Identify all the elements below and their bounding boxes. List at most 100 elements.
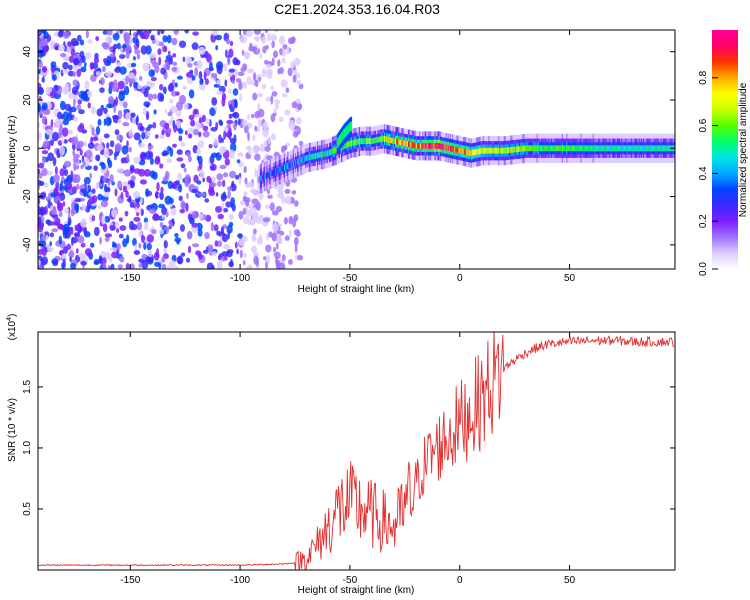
noise-speckle	[258, 76, 261, 82]
noise-speckle	[79, 39, 85, 46]
noise-speckle	[173, 30, 179, 36]
noise-speckle	[186, 192, 189, 200]
ridge-cell	[648, 145, 651, 152]
snr-x-label: Height of straight line (km)	[298, 585, 415, 596]
noise-speckle	[211, 97, 218, 106]
x-tick-label: 0	[457, 575, 463, 586]
noise-speckle	[114, 188, 118, 197]
noise-speckle	[253, 251, 260, 257]
noise-speckle	[81, 91, 88, 102]
noise-speckle	[63, 83, 70, 93]
noise-speckle	[206, 118, 210, 125]
noise-speckle	[73, 174, 81, 184]
noise-speckle	[272, 50, 279, 58]
noise-speckle	[278, 230, 285, 236]
noise-speckle	[45, 128, 53, 136]
spectrogram-y-label: Frequency (Hz)	[7, 116, 18, 185]
noise-speckle	[159, 229, 164, 235]
noise-speckle	[161, 151, 167, 157]
noise-speckle	[211, 264, 215, 269]
noise-speckle	[139, 142, 145, 148]
noise-speckle	[187, 155, 192, 163]
noise-speckle	[139, 179, 147, 185]
noise-speckle	[176, 149, 183, 155]
noise-speckle	[170, 207, 177, 216]
noise-speckle	[288, 120, 296, 130]
noise-speckle	[97, 118, 102, 126]
ridge-cell	[569, 145, 572, 152]
noise-speckle	[242, 119, 248, 127]
colorbar-tick-label: 0.2	[698, 214, 709, 228]
noise-speckle	[257, 103, 261, 111]
noise-speckle	[191, 42, 199, 51]
noise-speckle	[70, 226, 74, 235]
noise-speckle	[135, 38, 140, 48]
noise-speckle	[242, 253, 248, 258]
noise-speckle	[38, 122, 41, 129]
noise-speckle	[59, 146, 65, 156]
noise-speckle	[88, 196, 96, 205]
noise-speckle	[72, 64, 79, 71]
noise-speckle	[88, 191, 93, 197]
noise-speckle	[226, 38, 230, 45]
noise-speckle	[62, 111, 69, 121]
snr-y-label: SNR (10 * v/v)	[7, 398, 18, 462]
noise-speckle	[119, 30, 123, 34]
noise-speckle	[85, 52, 92, 60]
noise-speckle	[93, 226, 100, 237]
noise-speckle	[241, 49, 245, 56]
ridge-cell	[525, 145, 528, 152]
noise-speckle	[221, 257, 226, 262]
noise-speckle	[180, 252, 186, 257]
noise-speckle	[253, 36, 260, 41]
noise-speckle	[130, 112, 136, 118]
noise-speckle	[294, 243, 298, 253]
noise-speckle	[247, 181, 254, 188]
noise-speckle	[38, 82, 42, 89]
noise-speckle	[139, 30, 143, 38]
noise-speckle	[257, 108, 265, 118]
noise-speckle	[117, 80, 125, 90]
noise-speckle	[143, 107, 147, 116]
noise-speckle	[257, 93, 264, 98]
noise-speckle	[134, 49, 141, 55]
noise-speckle	[269, 202, 275, 212]
noise-speckle	[41, 256, 48, 265]
noise-speckle	[289, 229, 292, 237]
noise-speckle	[107, 180, 111, 186]
ridge-cell	[665, 145, 668, 152]
noise-speckle	[292, 218, 297, 228]
noise-speckle	[237, 71, 245, 77]
noise-speckle	[183, 167, 187, 173]
noise-speckle	[71, 236, 74, 246]
noise-speckle	[171, 90, 177, 97]
noise-speckle	[117, 109, 123, 120]
noise-speckle	[84, 140, 88, 148]
noise-speckle	[229, 40, 234, 47]
snr-multiplier-close: )	[7, 314, 18, 317]
noise-speckle	[143, 169, 151, 177]
noise-speckle	[145, 45, 152, 55]
y-tick-label: 0.5	[22, 502, 33, 516]
noise-speckle	[105, 116, 112, 127]
noise-speckle	[101, 162, 106, 170]
noise-speckle	[136, 115, 139, 124]
noise-speckle	[154, 134, 159, 139]
noise-speckle	[198, 46, 206, 55]
noise-speckle	[232, 112, 237, 117]
noise-speckle	[148, 145, 154, 150]
noise-speckle	[248, 146, 252, 155]
noise-speckle	[38, 192, 41, 197]
noise-speckle	[68, 250, 75, 259]
noise-speckle	[140, 198, 144, 204]
noise-speckle	[148, 53, 157, 59]
noise-speckle	[192, 243, 200, 248]
noise-speckle	[125, 190, 129, 198]
noise-speckle	[214, 240, 218, 247]
noise-speckle	[129, 77, 136, 84]
colorbar-ticks: 0.0 0.2 0.4 0.6 0.8	[698, 70, 718, 276]
noise-speckle	[116, 228, 120, 233]
noise-speckle	[123, 85, 130, 96]
noise-speckle	[176, 120, 182, 129]
noise-speckle	[129, 164, 135, 172]
